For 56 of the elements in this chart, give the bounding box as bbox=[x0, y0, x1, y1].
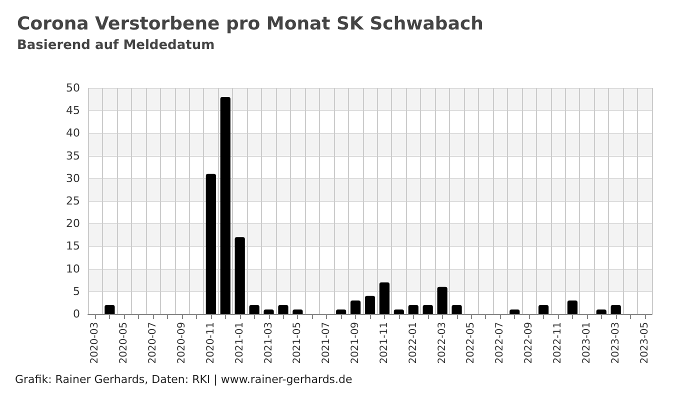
y-tick-label: 35 bbox=[66, 149, 80, 162]
bar bbox=[104, 304, 115, 314]
x-tick-label: 2022-07 bbox=[494, 322, 506, 364]
x-tick-label: 2021-09 bbox=[350, 322, 362, 364]
x-tick-label: 2022-03 bbox=[436, 322, 448, 364]
y-tick-label: 10 bbox=[66, 262, 80, 276]
bar bbox=[567, 300, 578, 314]
y-tick-label: 5 bbox=[73, 284, 80, 298]
bar bbox=[264, 309, 274, 314]
bar bbox=[336, 309, 346, 314]
x-tick-label: 2021-11 bbox=[378, 322, 390, 364]
y-tick-label: 45 bbox=[66, 104, 80, 118]
x-tick-label: 2020-03 bbox=[90, 322, 101, 364]
chart-title: Corona Verstorbene pro Monat SK Schwabach bbox=[17, 14, 484, 34]
y-tick-label: 20 bbox=[66, 217, 80, 230]
text: Grafik: Rainer Gerhards, Daten: RKI | www.rainer-gerhards.de bbox=[15, 373, 353, 386]
bar bbox=[394, 309, 404, 314]
x-tick-label: 2022-11 bbox=[552, 322, 564, 364]
x-tick-label: 2020-11 bbox=[205, 322, 216, 364]
bar bbox=[422, 304, 433, 314]
x-tick-label: 2020-09 bbox=[176, 322, 188, 364]
x-tick-label: 2021-05 bbox=[292, 322, 304, 364]
bar bbox=[610, 304, 621, 314]
y-tick-label: 40 bbox=[66, 126, 80, 140]
x-tick-label: 2021-03 bbox=[263, 322, 274, 364]
x-tick-label: 2021-07 bbox=[321, 322, 332, 364]
bar bbox=[510, 309, 520, 314]
bar bbox=[278, 304, 288, 314]
x-tick-label: 2022-05 bbox=[466, 322, 477, 364]
x-tick-label: 2023-05 bbox=[639, 322, 650, 364]
x-tick-label: 2021-01 bbox=[234, 322, 246, 364]
y-tick-label: 15 bbox=[66, 240, 80, 253]
bar bbox=[452, 304, 462, 314]
bar bbox=[249, 304, 260, 314]
x-tick-label: 2023-01 bbox=[581, 322, 592, 364]
chart-subtitle: Basierend auf Meldedatum bbox=[17, 38, 215, 53]
bar bbox=[206, 174, 216, 314]
x-tick-label: 2023-03 bbox=[610, 322, 622, 364]
bar bbox=[437, 286, 448, 314]
y-tick-label: 0 bbox=[73, 308, 80, 320]
x-tick-label: 2022-01 bbox=[408, 322, 419, 364]
bar bbox=[408, 304, 418, 314]
bar bbox=[379, 282, 390, 314]
bar bbox=[538, 304, 549, 314]
x-tick-label: 2022-09 bbox=[524, 322, 535, 364]
x-tick-label: 2020-07 bbox=[148, 322, 159, 364]
y-tick-label: 25 bbox=[66, 194, 80, 208]
bar bbox=[292, 309, 303, 314]
x-tick-label: 2020-05 bbox=[118, 322, 130, 364]
bar bbox=[364, 296, 376, 314]
y-tick-label: 50 bbox=[66, 82, 80, 94]
bar bbox=[220, 97, 230, 314]
bar bbox=[234, 237, 245, 314]
bar bbox=[350, 300, 361, 314]
y-tick-label: 30 bbox=[66, 172, 80, 185]
bar bbox=[596, 309, 606, 314]
